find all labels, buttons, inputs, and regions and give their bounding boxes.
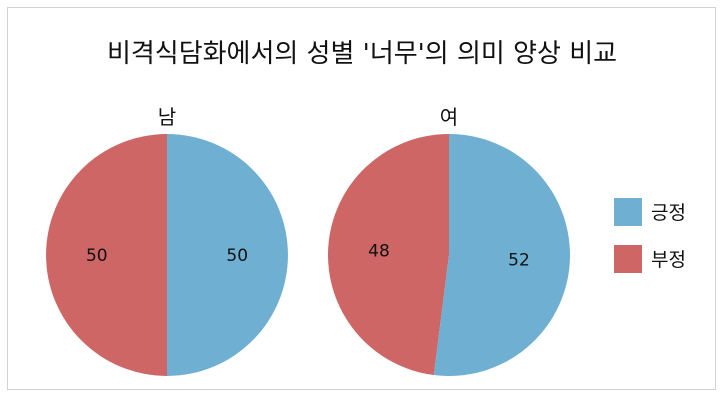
pie-slice-female-positive	[433, 134, 571, 376]
slice-value-female-negative: 48	[368, 242, 390, 262]
chart-title: 비격식담화에서의 성별 '너무'의 의미 양상 비교	[107, 39, 617, 69]
pie-label-female: 여	[440, 105, 458, 129]
legend-swatch-negative	[614, 245, 642, 273]
pie-slice-male-negative	[46, 134, 167, 376]
legend-swatch-positive	[614, 198, 642, 226]
slice-value-male-positive: 50	[226, 246, 248, 266]
legend: 긍정 부정	[614, 198, 686, 273]
pie-label-male: 남	[158, 105, 176, 129]
legend-label-negative: 부정	[651, 249, 686, 271]
pie-slice-male-positive	[167, 134, 288, 376]
slice-value-female-positive: 52	[508, 250, 530, 270]
slice-value-male-negative: 50	[86, 246, 108, 266]
pie-group-female: 여 52 48	[328, 105, 571, 376]
pie-group-male: 남 50 50	[46, 105, 288, 376]
legend-label-positive: 긍정	[651, 202, 686, 224]
pie-slice-female-negative	[328, 134, 449, 376]
